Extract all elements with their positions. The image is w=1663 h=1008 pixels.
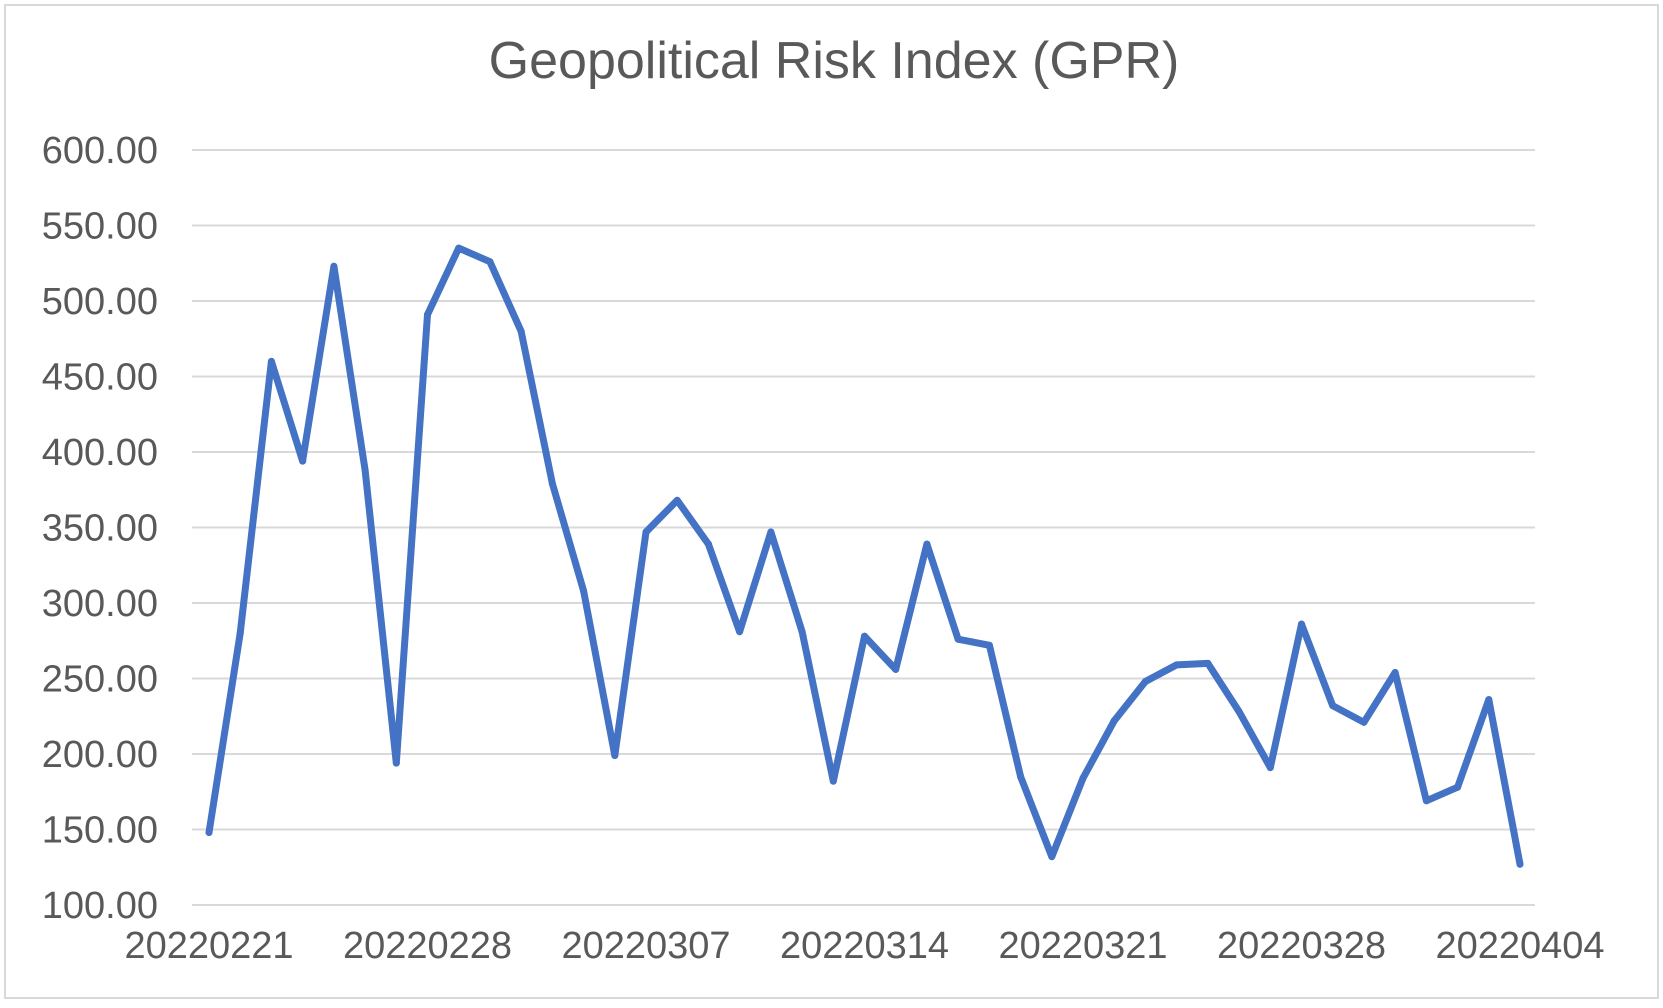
series-layer [205,244,1524,868]
y-tick-label: 150.00 [42,810,158,852]
data-point [1079,774,1087,782]
y-tick-label: 400.00 [42,432,158,474]
x-axis-tick-labels: 20220221 20220228 20220307 20220314 20220321… [124,925,1604,967]
data-point [892,665,900,673]
data-point [1173,661,1181,669]
data-point [455,244,463,252]
data-point [1485,696,1493,704]
data-point [1454,783,1462,791]
data-point [642,528,650,536]
data-point [861,632,868,640]
data-point [704,540,712,548]
data-point [205,829,213,837]
chart-border [4,4,1659,999]
y-tick-label: 450.00 [42,357,158,399]
gridlines [192,149,1535,906]
x-tick-label: 20220228 [343,925,512,967]
y-tick-label: 100.00 [42,885,158,927]
data-point [673,496,681,504]
data-point [299,457,307,465]
data-point [767,528,775,536]
data-point [829,777,837,785]
data-point [611,752,619,760]
data-point [548,480,556,488]
data-point [330,262,338,270]
x-tick-label: 20220221 [124,925,293,967]
y-tick-label: 350.00 [42,508,158,550]
data-point [486,258,494,266]
data-point [424,311,431,319]
data-point [236,629,244,637]
y-axis-tick-labels: 600.00 550.00 500.00 450.00 400.00 350.00 300.… [42,130,158,927]
data-point [736,628,744,636]
y-tick-label: 300.00 [42,583,158,625]
y-tick-label: 550.00 [42,206,158,248]
data-point [1422,797,1430,805]
data-point [361,466,369,474]
data-point [923,540,931,548]
x-tick-label: 20220404 [1435,925,1604,967]
x-tick-label: 20220328 [1217,925,1386,967]
data-point [954,635,962,643]
data-point [1048,853,1056,861]
y-tick-label: 500.00 [42,281,158,323]
data-point [1329,702,1337,710]
data-point [580,587,588,595]
chart-title: Geopolitical Risk Index (GPR) [489,32,1180,90]
x-tick-label: 20220321 [998,925,1167,967]
data-point [985,641,993,649]
y-tick-label: 200.00 [42,734,158,776]
data-point [392,759,400,767]
data-point [1516,860,1524,868]
data-point [798,628,806,636]
x-tick-label: 20220314 [780,925,949,967]
data-point [1266,764,1274,772]
y-tick-label: 600.00 [42,130,158,172]
x-tick-label: 20220307 [561,925,730,967]
data-point [1391,668,1399,676]
data-point [1298,620,1305,628]
data-point [1141,678,1149,686]
data-point [517,327,525,335]
y-tick-label: 250.00 [42,659,158,701]
data-point [1017,773,1025,781]
data-point [1360,718,1368,726]
data-point [1204,659,1212,667]
data-point [1235,708,1243,716]
data-point [267,357,275,365]
data-point [1110,717,1118,725]
